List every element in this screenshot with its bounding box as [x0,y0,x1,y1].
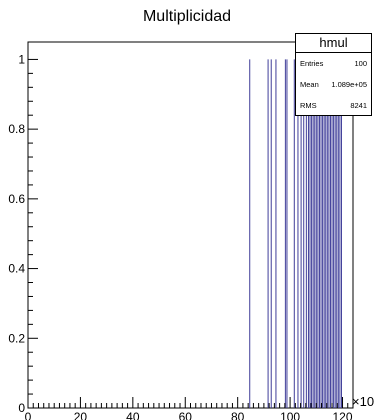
stats-box: hmul Entries 100 Mean 1.089e+05 RMS 8241 [295,33,372,116]
x-tick-label: 40 [126,410,140,420]
x-tick-label: 100 [280,410,300,420]
y-tick-label: 0.8 [8,122,25,136]
y-tick-label: 1 [18,52,25,66]
chart-title: Multiplicidad [142,8,232,25]
stats-mean-value: 1.089e+05 [331,80,367,89]
stats-mean-label: Mean [300,80,319,89]
x-tick-label: 20 [74,410,88,420]
y-tick-label: 0 [18,401,25,415]
stats-row-mean: Mean 1.089e+05 [296,74,371,95]
stats-row-entries: Entries 100 [296,53,371,74]
y-tick-label: 0.4 [8,262,25,276]
x-exponent-label: ×103 [352,392,374,409]
x-tick-label: 60 [179,410,193,420]
stats-entries-value: 100 [354,59,367,68]
y-tick-label: 0.6 [8,192,25,206]
stats-entries-label: Entries [300,59,324,68]
stats-rms-label: RMS [300,101,317,110]
stats-rms-value: 8241 [350,101,367,110]
y-tick-label: 0.2 [8,331,25,345]
x-tick-label: 0 [25,410,32,420]
stats-row-rms: RMS 8241 [296,95,371,116]
x-tick-label: 120 [333,410,353,420]
x-tick-label: 80 [231,410,245,420]
stats-box-title: hmul [296,34,371,53]
